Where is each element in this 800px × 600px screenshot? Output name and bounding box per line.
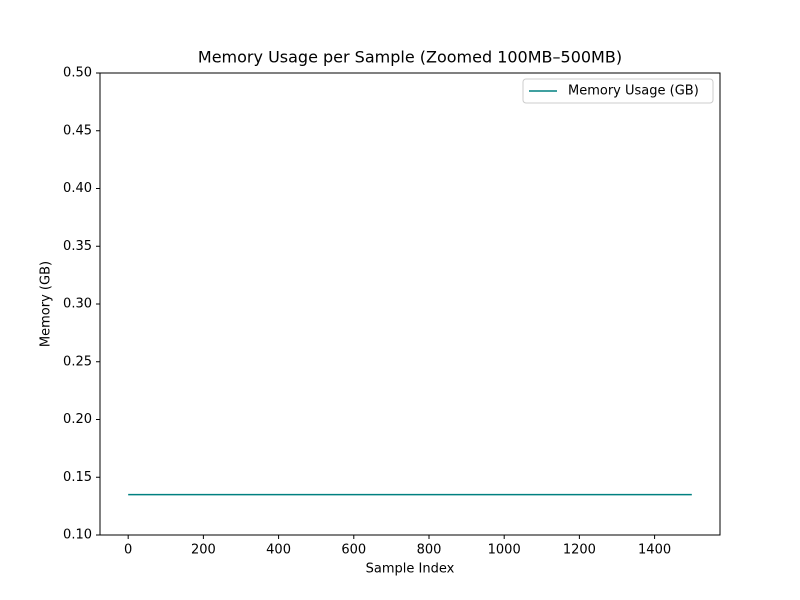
- x-tick-label: 600: [341, 543, 366, 558]
- x-tick-label: 800: [417, 543, 442, 558]
- x-tick-label: 0: [124, 543, 132, 558]
- y-tick-label: 0.30: [63, 297, 92, 312]
- y-tick-label: 0.10: [63, 528, 92, 543]
- x-axis-label: Sample Index: [366, 562, 455, 577]
- legend-box: [522, 78, 714, 104]
- y-tick-label: 0.35: [63, 239, 92, 254]
- legend-label: Memory Usage (GB): [568, 84, 699, 99]
- y-axis-label: Memory (GB): [39, 261, 54, 347]
- y-tick-label: 0.40: [63, 181, 92, 196]
- x-tick-label: 1200: [563, 543, 596, 558]
- y-tick-label: 0.45: [63, 123, 92, 138]
- chart-title: Memory Usage per Sample (Zoomed 100MB–50…: [198, 48, 622, 67]
- y-tick-label: 0.20: [63, 412, 92, 427]
- plot-frame: [99, 72, 721, 536]
- x-tick-label: 1000: [488, 543, 521, 558]
- y-tick-label: 0.25: [63, 354, 92, 369]
- x-tick-label: 1400: [638, 543, 671, 558]
- y-tick-label: 0.15: [63, 470, 92, 485]
- x-tick-label: 200: [191, 543, 216, 558]
- x-tick-label: 400: [266, 543, 291, 558]
- y-tick-label: 0.50: [63, 66, 92, 81]
